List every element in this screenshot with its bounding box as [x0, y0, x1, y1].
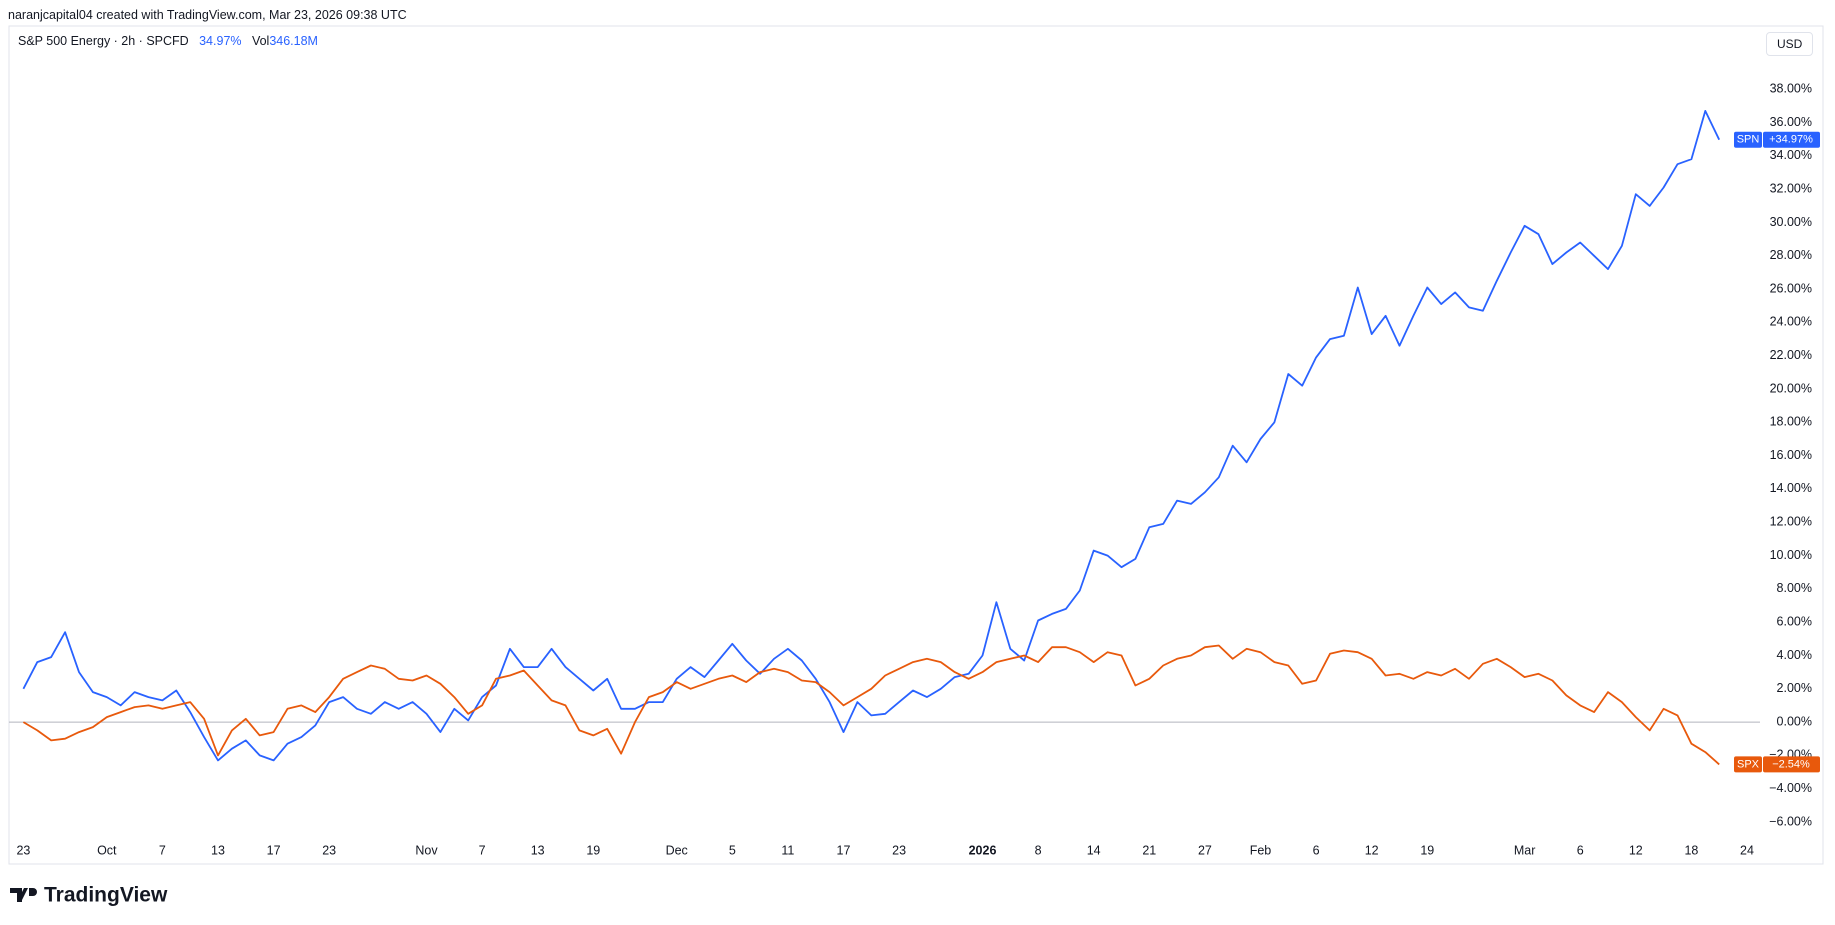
- x-tick-label: Dec: [666, 843, 688, 857]
- y-tick-label: 28.00%: [1770, 248, 1812, 262]
- y-tick-label: 16.00%: [1770, 448, 1812, 462]
- x-tick-label: 6: [1577, 843, 1584, 857]
- price-tag-value: +34.97%: [1769, 134, 1813, 146]
- x-tick-label: 23: [892, 843, 906, 857]
- y-tick-label: 22.00%: [1770, 348, 1812, 362]
- y-tick-label: 4.00%: [1777, 648, 1812, 662]
- y-tick-label: 0.00%: [1777, 714, 1812, 728]
- x-tick-label: Feb: [1250, 843, 1272, 857]
- x-tick-label: 8: [1035, 843, 1042, 857]
- x-tick-label: 23: [16, 843, 30, 857]
- x-tick-label: Nov: [415, 843, 438, 857]
- symbol: S&P 500 Energy · 2h · SPCFD: [18, 34, 189, 48]
- x-tick-label: 17: [267, 843, 281, 857]
- logo: TradingView: [10, 884, 168, 907]
- series-line: [22, 110, 1721, 762]
- logo-text: TradingView: [44, 884, 168, 907]
- x-tick-label: 27: [1198, 843, 1212, 857]
- x-tick-label: 7: [159, 843, 166, 857]
- x-tick-label: 19: [1420, 843, 1434, 857]
- y-tick-label: 26.00%: [1770, 281, 1812, 295]
- x-tick-label: 12: [1629, 843, 1643, 857]
- y-tick-label: 20.00%: [1770, 381, 1812, 395]
- chart-frame: [8, 25, 1824, 865]
- y-tick-label: 12.00%: [1770, 515, 1812, 529]
- y-tick-label: 38.00%: [1770, 82, 1812, 96]
- x-tick-label: 24: [1740, 843, 1754, 857]
- x-tick-label: 7: [479, 843, 486, 857]
- x-tick-label: 19: [586, 843, 600, 857]
- y-tick-label: 6.00%: [1777, 614, 1812, 628]
- x-tick-label: 13: [211, 843, 225, 857]
- y-tick-label: −4.00%: [1769, 781, 1812, 795]
- y-tick-label: 8.00%: [1777, 581, 1812, 595]
- price-tag: SPX −2.54%: [1734, 756, 1820, 773]
- y-tick-label: 10.00%: [1770, 548, 1812, 562]
- y-tick-label: 32.00%: [1770, 181, 1812, 195]
- legend-entry: SPN: [1737, 134, 1760, 146]
- x-tick-label: 11: [781, 843, 794, 857]
- change: 34.97%: [199, 34, 242, 48]
- x-tick-label: 17: [837, 843, 851, 857]
- vol-label: Vol: [251, 34, 270, 48]
- x-tick-label: Mar: [1514, 843, 1536, 857]
- y-tick-label: 2.00%: [1777, 681, 1812, 695]
- price-tag-value-bg: [1763, 756, 1820, 773]
- x-tick-label: 14: [1087, 843, 1101, 857]
- x-tick-label: 12: [1365, 843, 1379, 857]
- logo-icon: [10, 888, 37, 902]
- price-tag-value: −2.54%: [1772, 758, 1810, 770]
- currency-button[interactable]: USD: [1766, 32, 1814, 56]
- x-tick-label: 6: [1313, 843, 1320, 857]
- x-tick-label: 21: [1142, 843, 1156, 857]
- y-tick-label: 36.00%: [1770, 115, 1812, 129]
- attribution: naranjcapital04 created with TradingView…: [8, 8, 407, 22]
- y-tick-label: 24.00%: [1770, 315, 1812, 329]
- x-tick-label: 13: [531, 843, 545, 857]
- price-tag-value-bg: [1763, 131, 1820, 148]
- price-tag-name-bg: [1734, 131, 1762, 148]
- x-tick-label: 23: [322, 843, 336, 857]
- x-tick-label: 18: [1684, 843, 1698, 857]
- y-tick-label: 18.00%: [1770, 415, 1812, 429]
- price-tag: SPN +34.97%: [1734, 131, 1820, 148]
- legend-entry: SPX: [1737, 758, 1760, 770]
- x-tick-label: 5: [729, 843, 736, 857]
- x-tick-label: 2026: [969, 843, 997, 857]
- y-tick-label: 30.00%: [1770, 215, 1812, 229]
- price-tag-name-bg: [1734, 756, 1762, 773]
- legend-header: S&P 500 Energy · 2h · SPCFD 34.97% Vol34…: [18, 34, 318, 48]
- y-tick-label: 34.00%: [1770, 148, 1812, 162]
- y-tick-label: −6.00%: [1769, 814, 1812, 828]
- x-tick-label: Oct: [97, 843, 117, 857]
- y-tick-label: 14.00%: [1770, 481, 1812, 495]
- vol-value: 346.18M: [269, 34, 318, 48]
- series-line: [22, 644, 1720, 766]
